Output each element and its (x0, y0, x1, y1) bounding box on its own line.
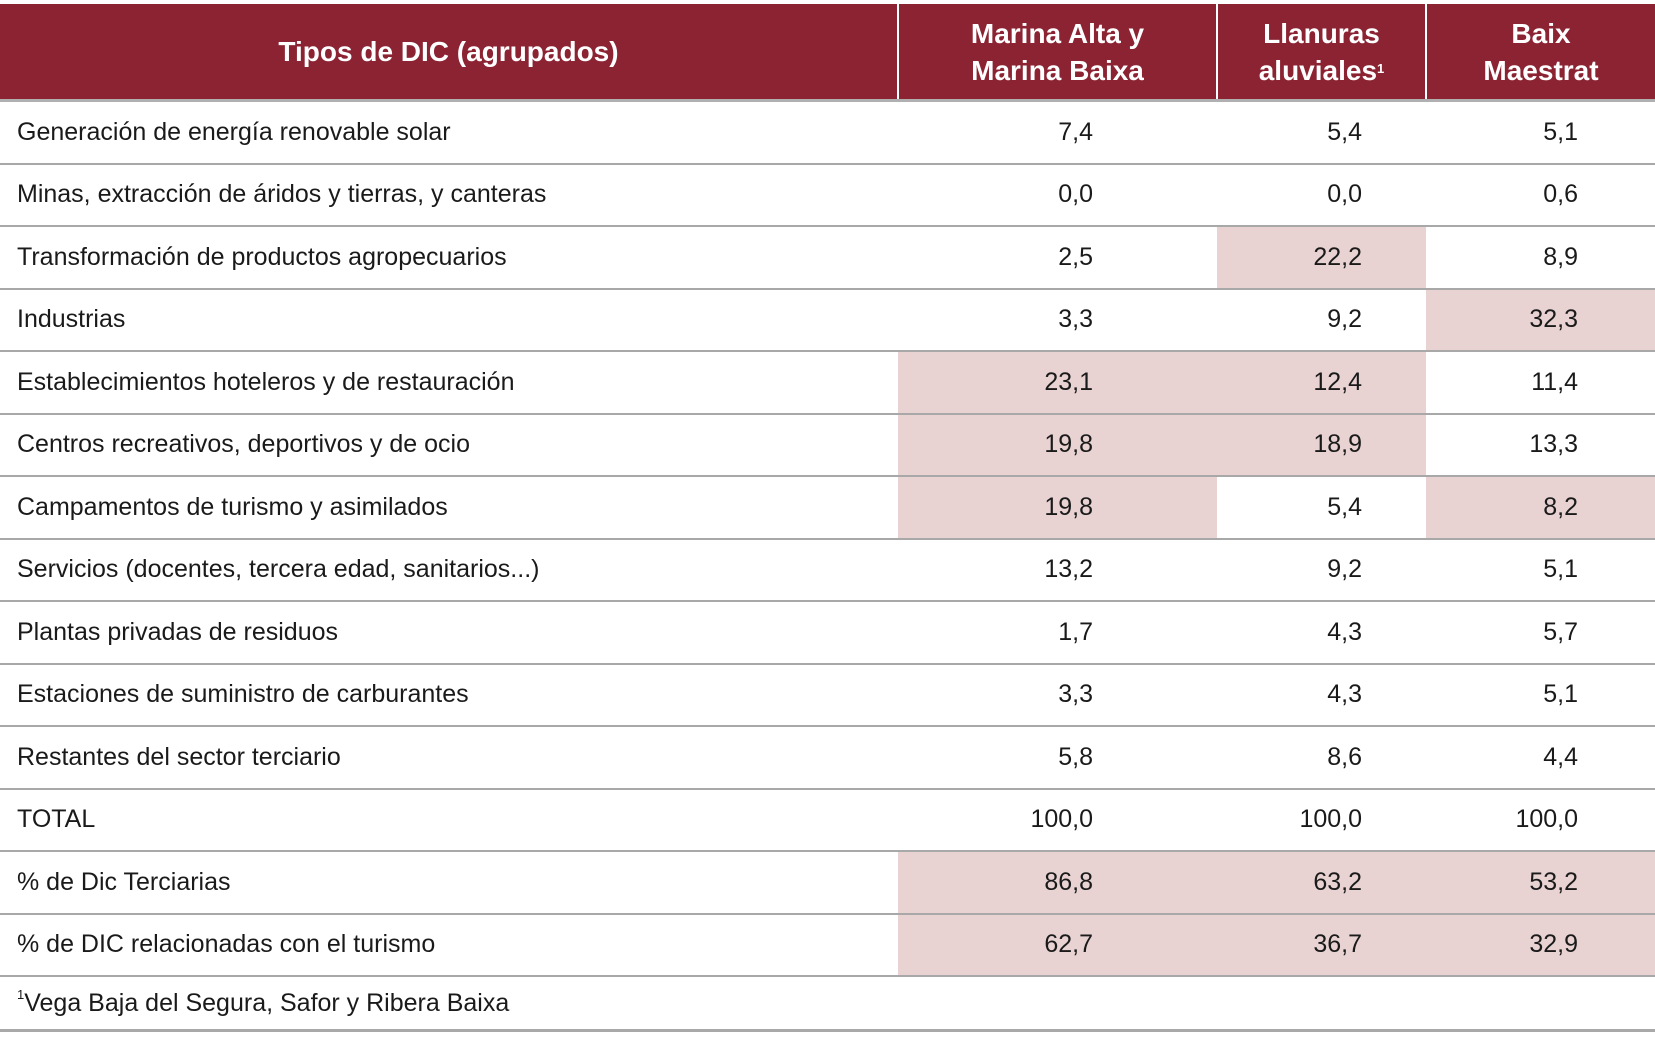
row-label: Estaciones de suministro de carburantes (0, 663, 898, 727)
cell-value: 19,8 (898, 476, 1217, 540)
cell-value: 7,4 (898, 100, 1217, 165)
row-label: % de Dic Terciarias (0, 851, 898, 915)
cell-value: 63,2 (1217, 851, 1426, 915)
table-row: Campamentos de turismo y asimilados 19,8 5… (0, 476, 1655, 540)
row-label: Servicios (docentes, tercera edad, sanit… (0, 538, 898, 602)
header-row: Tipos de DIC (agrupados) Marina Alta y M… (0, 4, 1655, 102)
cell-value: 86,8 (898, 851, 1217, 915)
cell-value: 3,3 (898, 663, 1217, 727)
row-label: Industrias (0, 288, 898, 352)
cell-value: 1,7 (898, 601, 1217, 665)
table-row: Estaciones de suministro de carburantes 3… (0, 663, 1655, 727)
table-row: Transformación de productos agropecuario… (0, 226, 1655, 290)
footnote: 1Vega Baja del Segura, Safor y Ribera Ba… (0, 976, 1655, 1032)
cell-value: 2,5 (898, 226, 1217, 290)
footnote-mark: 1 (1377, 60, 1385, 76)
cell-value: 4,4 (1426, 726, 1655, 790)
cell-value: 5,4 (1217, 476, 1426, 540)
table-row: Centros recreativos, deportivos y de oci… (0, 413, 1655, 477)
table-row: % de Dic Terciarias 86,8 63,2 53,2 (0, 851, 1655, 915)
table-row: Restantes del sector terciario 5,8 8,6 4,4 (0, 726, 1655, 790)
cell-value: 4,3 (1217, 601, 1426, 665)
table-row: Industrias 3,3 9,2 32,3 (0, 288, 1655, 352)
table-row: Generación de energía renovable solar 7,4… (0, 100, 1655, 165)
header-baix: Baix Maestrat (1425, 4, 1655, 102)
row-label: Plantas privadas de residuos (0, 601, 898, 665)
header-baix-label: Baix Maestrat (1483, 17, 1599, 86)
footnote-mark: 1 (17, 986, 25, 1002)
header-marina-label: Marina Alta y Marina Baixa (970, 17, 1145, 86)
dic-table: Tipos de DIC (agrupados) Marina Alta y M… (0, 4, 1655, 1032)
cell-value: 5,1 (1426, 100, 1655, 165)
table-row: Minas, extracción de áridos y tierras, y… (0, 163, 1655, 227)
row-label: Transformación de productos agropecuario… (0, 226, 898, 290)
row-label: Minas, extracción de áridos y tierras, y… (0, 163, 898, 227)
cell-value: 8,6 (1217, 726, 1426, 790)
cell-value: 19,8 (898, 413, 1217, 477)
cell-value: 12,4 (1217, 351, 1426, 415)
cell-value: 8,9 (1426, 226, 1655, 290)
cell-value: 5,8 (898, 726, 1217, 790)
cell-value: 62,7 (898, 913, 1217, 977)
cell-value: 100,0 (1217, 788, 1426, 852)
table-row: TOTAL 100,0 100,0 100,0 (0, 788, 1655, 852)
cell-value: 100,0 (898, 788, 1217, 852)
cell-value: 8,2 (1426, 476, 1655, 540)
row-label: Generación de energía renovable solar (0, 100, 898, 165)
cell-value: 4,3 (1217, 663, 1426, 727)
table-row: % de DIC relacionadas con el turismo 62,7… (0, 913, 1655, 977)
cell-value: 32,9 (1426, 913, 1655, 977)
cell-value: 13,2 (898, 538, 1217, 602)
cell-value: 36,7 (1217, 913, 1426, 977)
cell-value: 0,0 (898, 163, 1217, 227)
row-label: Centros recreativos, deportivos y de oci… (0, 413, 898, 477)
cell-value: 32,3 (1426, 288, 1655, 352)
footnote-row: 1Vega Baja del Segura, Safor y Ribera Ba… (0, 976, 1655, 1032)
row-label: Campamentos de turismo y asimilados (0, 476, 898, 540)
cell-value: 9,2 (1217, 538, 1426, 602)
cell-value: 5,1 (1426, 538, 1655, 602)
cell-value: 18,9 (1217, 413, 1426, 477)
table-row: Servicios (docentes, tercera edad, sanit… (0, 538, 1655, 602)
cell-value: 13,3 (1426, 413, 1655, 477)
table-row: Establecimientos hoteleros y de restaura… (0, 351, 1655, 415)
cell-value: 5,4 (1217, 100, 1426, 165)
cell-value: 0,0 (1217, 163, 1426, 227)
table-row: Plantas privadas de residuos 1,7 4,3 5,7 (0, 601, 1655, 665)
row-label: % de DIC relacionadas con el turismo (0, 913, 898, 977)
row-label: TOTAL (0, 788, 898, 852)
header-marina: Marina Alta y Marina Baixa (897, 4, 1217, 102)
cell-value: 100,0 (1426, 788, 1655, 852)
cell-value: 22,2 (1217, 226, 1426, 290)
row-label: Restantes del sector terciario (0, 726, 898, 790)
cell-value: 11,4 (1426, 351, 1655, 415)
cell-value: 0,6 (1426, 163, 1655, 227)
cell-value: 53,2 (1426, 851, 1655, 915)
footnote-text: Vega Baja del Segura, Safor y Ribera Bai… (24, 988, 510, 1017)
cell-value: 23,1 (898, 351, 1217, 415)
header-type: Tipos de DIC (agrupados) (0, 4, 898, 102)
row-label: Establecimientos hoteleros y de restaura… (0, 351, 898, 415)
header-llanuras-label: Llanuras aluviales (1258, 17, 1380, 86)
cell-value: 5,7 (1426, 601, 1655, 665)
cell-value: 3,3 (898, 288, 1217, 352)
header-llanuras: Llanuras aluviales1 (1216, 4, 1426, 102)
cell-value: 5,1 (1426, 663, 1655, 727)
cell-value: 9,2 (1217, 288, 1426, 352)
